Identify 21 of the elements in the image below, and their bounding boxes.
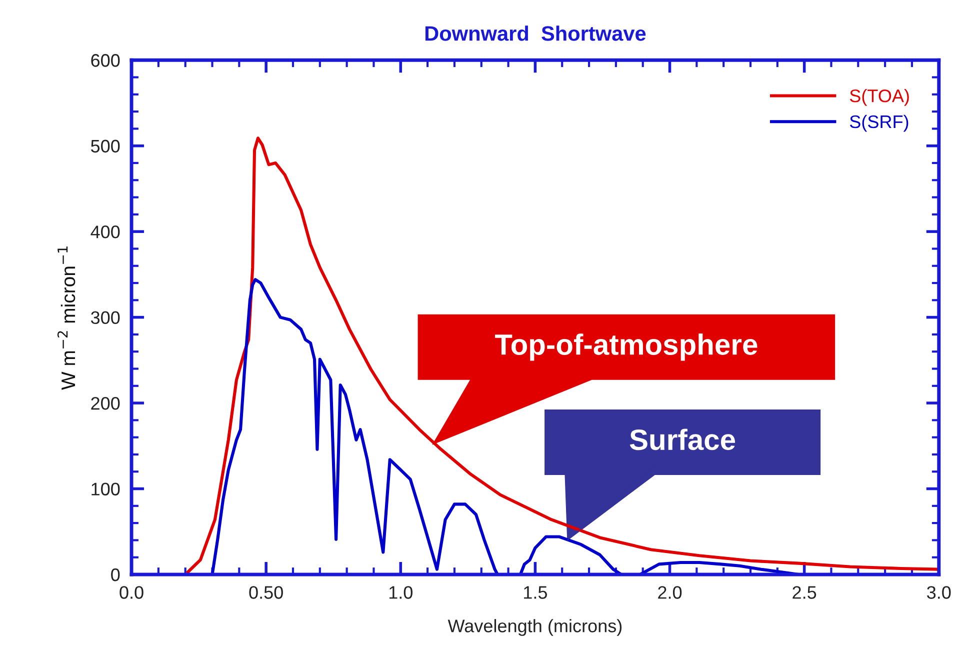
x-tick-label: 2.5 xyxy=(792,586,816,599)
x-tick-label: 1.5 xyxy=(524,586,547,599)
annotation: Surface xyxy=(630,428,736,450)
x-tick-label: 0.0 xyxy=(120,586,144,599)
y-tick-label: 500 xyxy=(91,140,120,153)
y-tick-label: 600 xyxy=(91,54,120,67)
x-tick-label: 0.50 xyxy=(249,586,283,599)
legend-label: S(TOA) xyxy=(850,89,909,106)
y-tick-label: 400 xyxy=(90,226,120,238)
x-tick-label: 2.0 xyxy=(658,586,682,599)
legend-label: S(SRF) xyxy=(850,114,908,132)
y-tick-label: 0 xyxy=(111,568,120,582)
y-tick-label: 200 xyxy=(91,396,120,410)
y-axis-title: W m$^{−2}$ micron$^{−1}$ xyxy=(57,246,76,390)
x-axis-title: Wavelength (microns) xyxy=(448,619,622,636)
y-tick-label: 300 xyxy=(90,311,120,324)
chart-title: Downward Shortwave xyxy=(425,26,646,41)
x-tick-label: 1.0 xyxy=(389,586,412,599)
annotation: Top-of-atmosphere xyxy=(494,334,758,361)
x-tick-label: 3.0 xyxy=(927,586,951,599)
y-tick-label: 100 xyxy=(92,482,120,496)
